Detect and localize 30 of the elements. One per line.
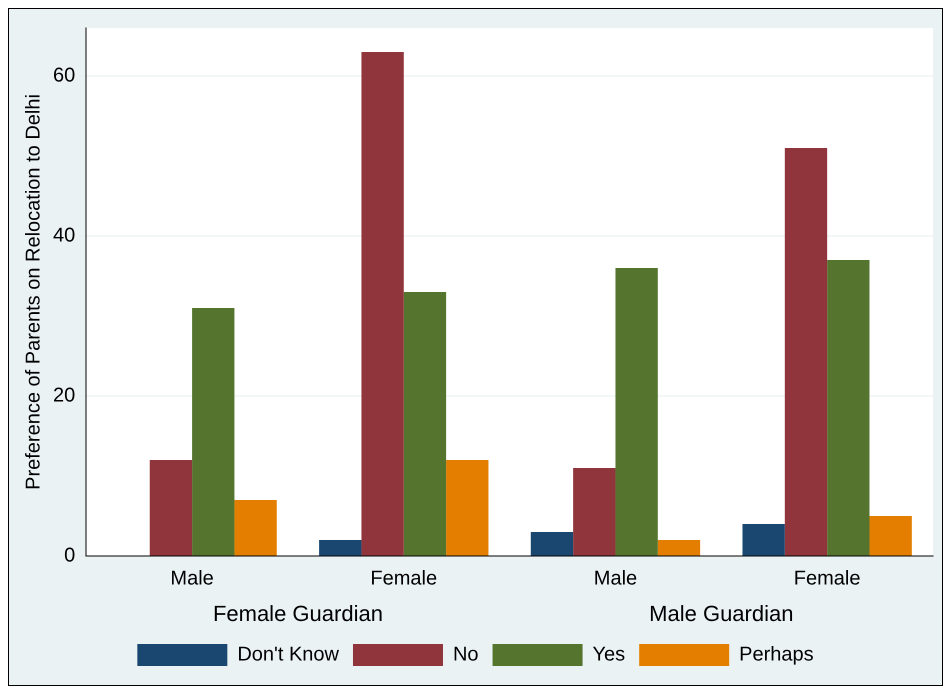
y-tick-label: 0: [64, 544, 76, 567]
bar: [361, 52, 404, 556]
bar: [150, 460, 192, 556]
bar: [869, 516, 912, 556]
legend-label: No: [452, 644, 479, 666]
bar: [615, 268, 658, 556]
x-tick-label: Female: [794, 568, 861, 590]
bar: [446, 460, 488, 556]
bar: [573, 468, 616, 556]
legend-label: Don't Know: [237, 644, 340, 666]
y-axis-title: Preference of Parents on Relocation to Delhi: [22, 94, 45, 490]
bar: [404, 292, 446, 556]
bar: [784, 148, 828, 556]
x-tick-label: Male: [170, 568, 214, 590]
x-tick-label: Male: [594, 568, 638, 590]
bar: [192, 308, 234, 556]
x-tick-label: Female: [370, 568, 438, 590]
text: Male Guardian: [649, 601, 794, 626]
legend-label: Perhaps: [739, 644, 814, 666]
bar: [742, 524, 785, 556]
bar: [319, 540, 362, 556]
bar: [658, 540, 700, 556]
y-tick-label: 60: [52, 64, 76, 87]
legend-label: Yes: [592, 644, 626, 666]
bar: [827, 260, 870, 556]
bar: [530, 532, 574, 556]
text: Female Guardian: [212, 601, 383, 626]
bar: [234, 500, 277, 556]
y-tick-label: 20: [52, 384, 76, 407]
y-tick-label: 40: [52, 224, 76, 247]
